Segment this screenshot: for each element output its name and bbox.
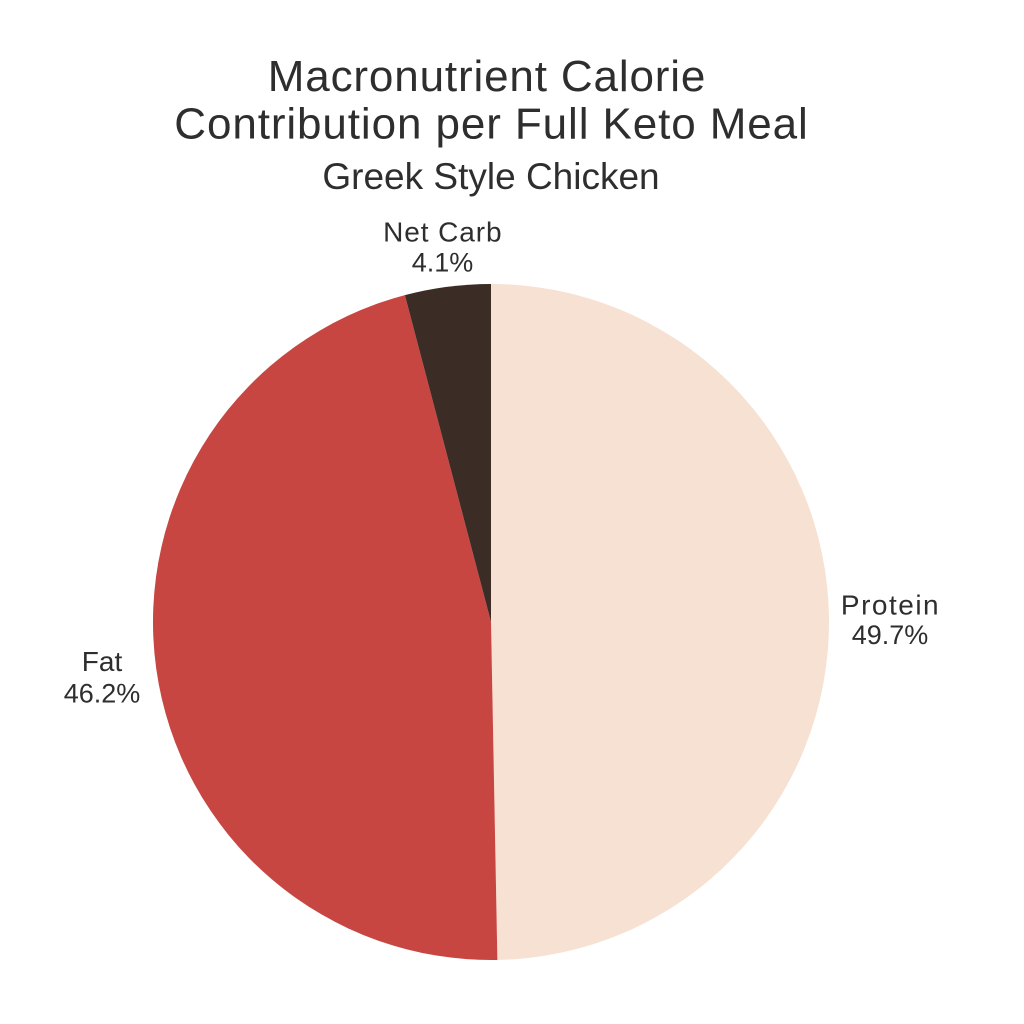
svg-text:Protein: Protein: [841, 589, 940, 620]
svg-text:4.1%: 4.1%: [412, 248, 474, 278]
svg-text:Greek Style Chicken: Greek Style Chicken: [322, 156, 659, 197]
svg-text:Contribution per Full Keto Mea: Contribution per Full Keto Meal: [174, 100, 808, 149]
svg-text:46.2%: 46.2%: [64, 678, 141, 708]
svg-text:49.7%: 49.7%: [852, 620, 929, 650]
svg-text:Net Carb: Net Carb: [383, 216, 502, 247]
svg-text:Fat: Fat: [82, 646, 123, 677]
svg-text:Macronutrient Calorie: Macronutrient Calorie: [268, 52, 706, 101]
